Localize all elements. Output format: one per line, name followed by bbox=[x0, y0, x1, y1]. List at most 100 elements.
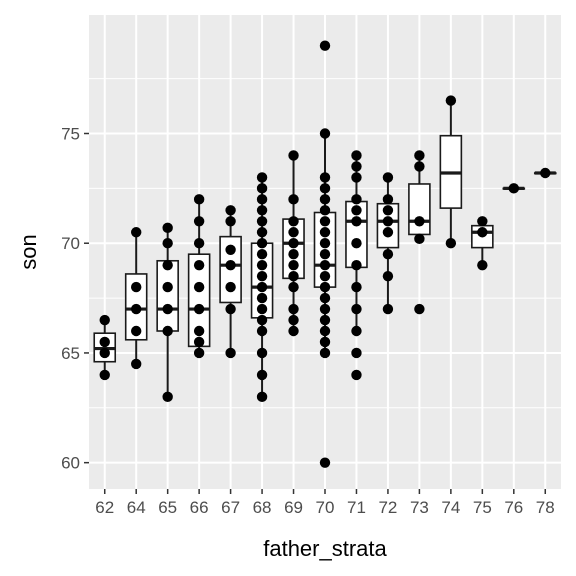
data-point bbox=[414, 216, 425, 227]
x-tick-label: 74 bbox=[441, 498, 460, 517]
data-point bbox=[477, 227, 488, 238]
data-point bbox=[319, 259, 331, 271]
data-point bbox=[193, 347, 205, 359]
data-point bbox=[319, 325, 331, 337]
data-point bbox=[256, 303, 268, 315]
data-point bbox=[382, 270, 394, 282]
data-point bbox=[288, 325, 299, 337]
data-point bbox=[382, 172, 394, 183]
data-point bbox=[225, 216, 236, 227]
data-point bbox=[319, 292, 331, 304]
x-axis-title: father_strata bbox=[263, 536, 387, 561]
data-point bbox=[382, 227, 394, 238]
data-point bbox=[351, 347, 362, 359]
data-point bbox=[319, 40, 331, 51]
data-point bbox=[540, 167, 551, 179]
data-point bbox=[193, 325, 205, 337]
x-tick-label: 69 bbox=[284, 498, 303, 517]
data-point bbox=[99, 314, 110, 326]
data-points bbox=[99, 40, 551, 468]
data-point bbox=[445, 95, 457, 106]
x-tick-label: 72 bbox=[378, 498, 397, 517]
data-point bbox=[131, 358, 142, 370]
data-point bbox=[477, 216, 488, 227]
data-point bbox=[351, 238, 362, 249]
x-tick-label: 67 bbox=[221, 498, 240, 517]
x-tick-label: 76 bbox=[504, 498, 523, 517]
data-point bbox=[319, 172, 331, 183]
data-point bbox=[288, 238, 299, 249]
data-point bbox=[288, 303, 299, 315]
data-point bbox=[382, 248, 394, 260]
data-point bbox=[351, 205, 362, 216]
data-point bbox=[193, 281, 205, 293]
data-point bbox=[351, 259, 362, 271]
data-point bbox=[225, 205, 236, 216]
data-point bbox=[382, 303, 394, 315]
x-axis: 62 64 65 66 67 68 69 70 71 72 73 74 75 76 78 bbox=[95, 489, 555, 517]
data-point bbox=[256, 314, 268, 326]
y-axis-title: son bbox=[16, 234, 41, 269]
x-tick-label: 73 bbox=[410, 498, 429, 517]
data-point bbox=[288, 194, 299, 205]
x-tick-label: 68 bbox=[253, 498, 272, 517]
data-point bbox=[288, 281, 299, 293]
x-tick-label: 78 bbox=[536, 498, 555, 517]
data-point bbox=[319, 457, 331, 468]
data-point bbox=[288, 216, 299, 227]
data-point bbox=[256, 391, 268, 403]
data-point bbox=[319, 183, 331, 194]
data-point bbox=[288, 248, 299, 260]
data-point bbox=[193, 216, 205, 227]
x-tick-label: 70 bbox=[316, 498, 335, 517]
data-point bbox=[382, 194, 394, 205]
data-point bbox=[288, 150, 299, 161]
data-point bbox=[351, 216, 362, 227]
data-point bbox=[414, 150, 425, 161]
data-point bbox=[193, 238, 205, 249]
x-tick-label: 71 bbox=[347, 498, 366, 517]
data-point bbox=[351, 303, 362, 315]
data-point bbox=[99, 369, 110, 381]
data-point bbox=[256, 183, 268, 194]
data-point bbox=[288, 259, 299, 271]
box bbox=[156, 259, 179, 332]
data-point bbox=[319, 314, 331, 326]
data-point bbox=[99, 347, 110, 359]
x-tick-label: 65 bbox=[158, 498, 177, 517]
data-point bbox=[225, 281, 236, 293]
data-point bbox=[162, 303, 173, 315]
data-point bbox=[162, 222, 173, 234]
data-point bbox=[351, 281, 362, 293]
data-point bbox=[382, 216, 394, 227]
data-point bbox=[256, 205, 268, 216]
data-point bbox=[162, 259, 173, 271]
data-point bbox=[319, 347, 331, 359]
x-tick-label: 62 bbox=[95, 498, 114, 517]
x-tick-label: 66 bbox=[190, 498, 209, 517]
data-point bbox=[319, 248, 331, 260]
y-tick-label: 75 bbox=[61, 125, 80, 144]
data-point bbox=[131, 325, 142, 337]
data-point bbox=[162, 391, 173, 403]
data-point bbox=[351, 194, 362, 205]
data-point bbox=[414, 303, 425, 315]
data-point bbox=[508, 183, 519, 194]
data-point bbox=[193, 336, 205, 348]
x-tick-label: 64 bbox=[127, 498, 146, 517]
data-point bbox=[256, 259, 268, 271]
data-point bbox=[319, 205, 331, 216]
data-point bbox=[351, 150, 362, 161]
data-point bbox=[319, 303, 331, 315]
data-point bbox=[414, 233, 425, 245]
data-point bbox=[319, 238, 331, 249]
data-point bbox=[256, 347, 268, 359]
data-point bbox=[193, 303, 205, 315]
data-point bbox=[319, 281, 331, 293]
data-point bbox=[256, 281, 268, 293]
data-point bbox=[414, 161, 425, 172]
data-point bbox=[225, 259, 236, 271]
data-point bbox=[319, 128, 331, 139]
box bbox=[408, 183, 431, 236]
